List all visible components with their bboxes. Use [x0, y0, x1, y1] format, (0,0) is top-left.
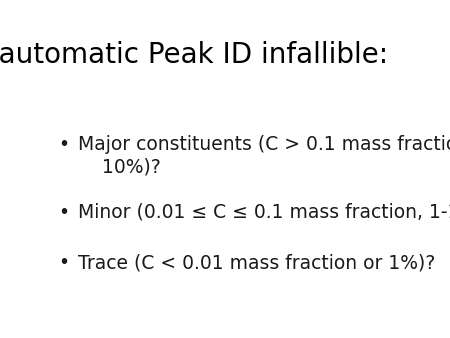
Text: •: •	[59, 254, 70, 272]
Text: •: •	[59, 203, 70, 222]
Text: Major constituents (C > 0.1 mass fraction or
    10%)?: Major constituents (C > 0.1 mass fractio…	[78, 135, 450, 176]
Text: Trace (C < 0.01 mass fraction or 1%)?: Trace (C < 0.01 mass fraction or 1%)?	[78, 254, 436, 272]
Text: Is automatic Peak ID infallible:: Is automatic Peak ID infallible:	[0, 41, 388, 69]
Text: •: •	[59, 135, 70, 154]
Text: Minor (0.01 ≤ C ≤ 0.1 mass fraction, 1-10%)?: Minor (0.01 ≤ C ≤ 0.1 mass fraction, 1-1…	[78, 203, 450, 222]
